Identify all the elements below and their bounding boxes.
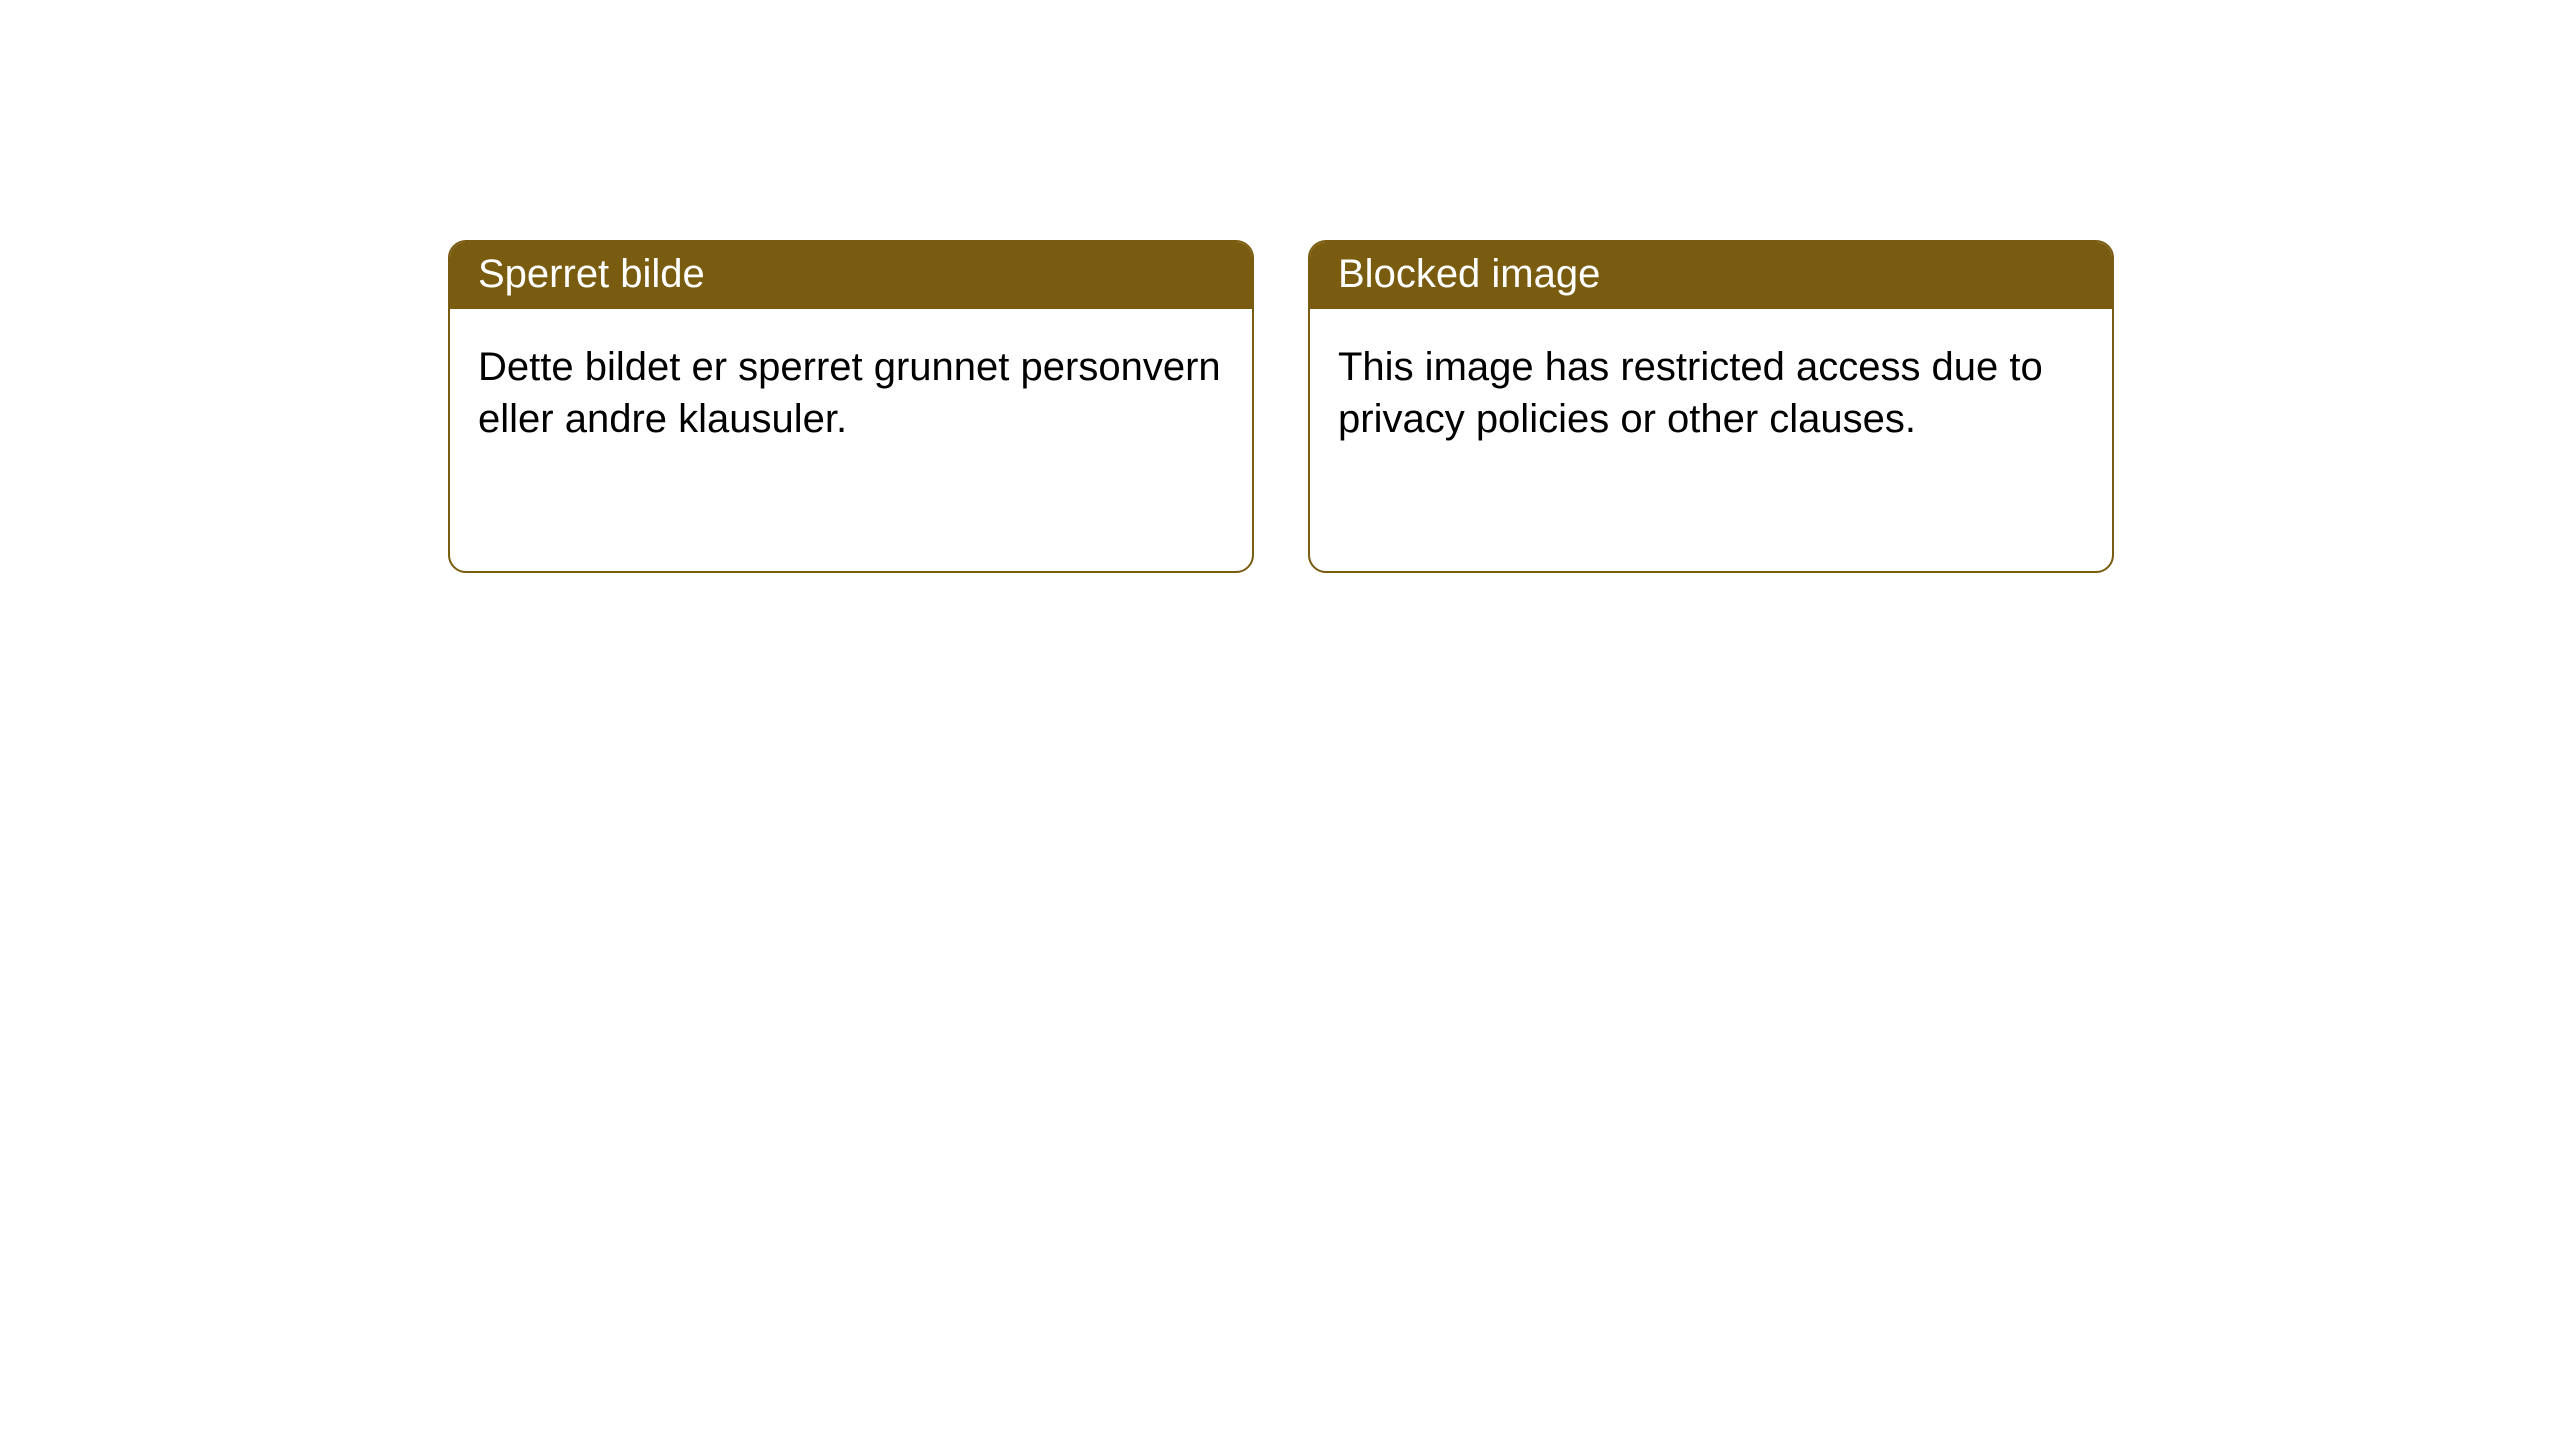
notice-title: Sperret bilde (478, 252, 705, 296)
notice-body-text: This image has restricted access due to … (1338, 345, 2043, 441)
notice-body: This image has restricted access due to … (1310, 309, 2112, 477)
notice-card-norwegian: Sperret bilde Dette bildet er sperret gr… (448, 240, 1254, 573)
notice-header: Blocked image (1310, 242, 2112, 309)
notice-title: Blocked image (1338, 252, 1600, 296)
notice-card-english: Blocked image This image has restricted … (1308, 240, 2114, 573)
notice-container: Sperret bilde Dette bildet er sperret gr… (0, 0, 2560, 573)
notice-body: Dette bildet er sperret grunnet personve… (450, 309, 1252, 477)
notice-header: Sperret bilde (450, 242, 1252, 309)
notice-body-text: Dette bildet er sperret grunnet personve… (478, 345, 1221, 441)
